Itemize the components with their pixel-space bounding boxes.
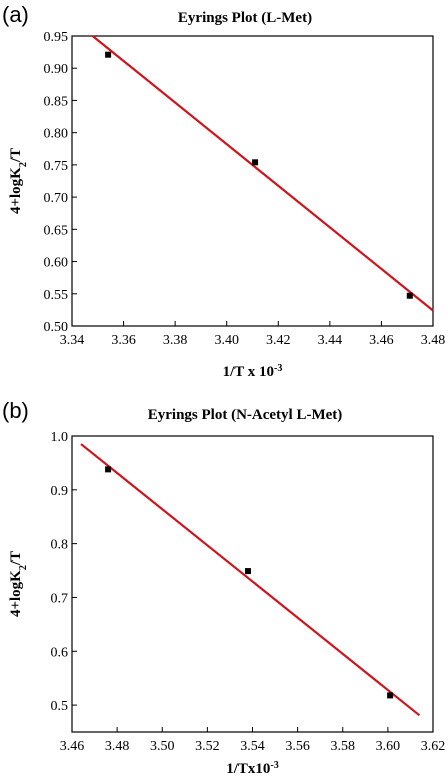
- y-tick-label: 0.70: [44, 191, 69, 206]
- x-tick-label: 3.38: [163, 333, 188, 348]
- x-tick-label: 3.50: [150, 739, 175, 754]
- data-point: [406, 292, 413, 299]
- x-axis-label-b: 1/Tx10-3: [226, 760, 279, 778]
- x-tick-label: 3.48: [421, 333, 446, 348]
- y-axis-label-b: 4+logK2/T: [8, 551, 29, 617]
- y-tick-label: 0.80: [44, 127, 69, 142]
- y-tick-label: 0.7: [51, 591, 69, 606]
- x-tick-label: 3.58: [331, 739, 356, 754]
- y-tick-label: 0.5: [51, 699, 69, 714]
- y-tick-label: 0.60: [44, 256, 69, 271]
- x-tick-label: 3.42: [266, 333, 291, 348]
- x-tick-label: 3.46: [369, 333, 394, 348]
- y-tick-label: 0.50: [44, 320, 69, 335]
- plot-area-a: [71, 35, 434, 327]
- fit-line: [91, 35, 434, 312]
- y-axis-label-a: 4+logK2/T: [8, 148, 29, 214]
- chart-panel-b: (b) Eyrings Plot (N-Acetyl L-Met) 3.46 3.…: [2, 398, 445, 777]
- chart-panel-a: (a) Eyrings Plot (L-Met) 3.34 3.36 3.38 3.4…: [2, 2, 445, 380]
- x-tick-label: 3.36: [111, 333, 136, 348]
- data-point: [244, 568, 251, 575]
- x-tick-label: 3.52: [195, 739, 220, 754]
- fit-line: [80, 443, 421, 717]
- x-axis-label-a: 1/T x 10-3: [223, 363, 283, 381]
- y-tick-label: 0.65: [44, 223, 69, 238]
- y-tick-label: 0.55: [44, 288, 69, 303]
- y-tick-label: 0.95: [44, 30, 69, 45]
- panel-label-b: (b): [2, 398, 29, 423]
- y-tick-label: 0.9: [51, 484, 69, 499]
- panel-label-a: (a): [2, 2, 29, 27]
- y-tick-label: 0.8: [51, 538, 69, 553]
- x-tick-label: 3.48: [105, 739, 130, 754]
- y-tick-label: 0.90: [44, 62, 69, 77]
- chart-title-b: Eyrings Plot (N-Acetyl L-Met): [148, 407, 343, 423]
- x-tick-label: 3.62: [421, 739, 446, 754]
- x-tick-label: 3.40: [214, 333, 239, 348]
- chart-title-a: Eyrings Plot (L-Met): [178, 10, 312, 26]
- y-tick-label: 0.85: [44, 94, 69, 109]
- y-tick-label: 0.6: [51, 645, 69, 660]
- data-point: [387, 692, 394, 699]
- x-tick-label: 3.60: [376, 739, 401, 754]
- x-tick-label: 3.34: [60, 333, 85, 348]
- data-point: [252, 159, 259, 166]
- y-tick-label: 0.75: [44, 159, 69, 174]
- data-point: [105, 466, 112, 473]
- x-tick-label: 3.44: [318, 333, 343, 348]
- x-tick-label: 3.54: [240, 739, 265, 754]
- data-point: [105, 51, 112, 58]
- x-tick-label: 3.56: [285, 739, 310, 754]
- y-tick-label: 1.0: [51, 430, 69, 445]
- x-tick-label: 3.46: [60, 739, 85, 754]
